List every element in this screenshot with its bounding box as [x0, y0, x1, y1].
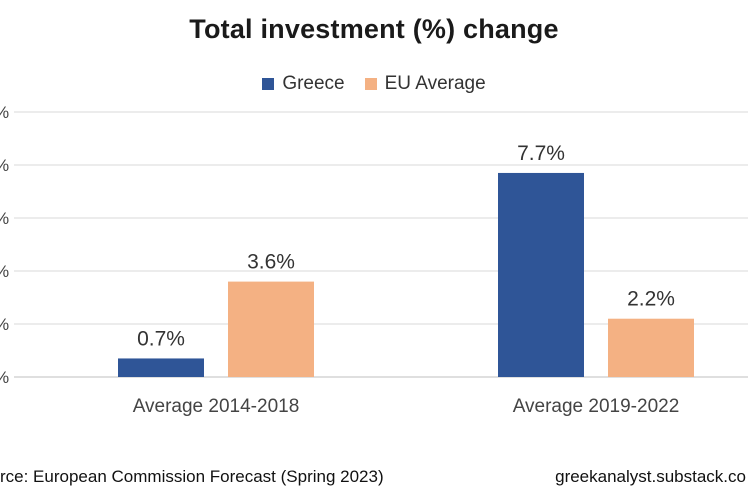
bar-eu-average-1 [228, 281, 314, 377]
bar-greece-2 [498, 172, 584, 377]
legend-item-eu-average: EU Average [364, 73, 486, 95]
chart-title: Total investment (%) change [189, 14, 559, 44]
legend-swatch-greece [262, 78, 275, 90]
chart-legend: Greece EU Average [0, 73, 748, 95]
source-note: rce: European Commission Forecast (Sprin… [0, 467, 384, 486]
y-tick-label: % [0, 315, 9, 334]
data-label-eu-average-2: 2.2% [627, 288, 675, 311]
legend-item-greece: Greece [262, 73, 345, 95]
y-tick-label: % [0, 209, 9, 228]
legend-label-greece: Greece [282, 73, 345, 94]
x-category-label: Average 2019-2022 [513, 396, 680, 417]
y-tick-label: % [0, 103, 9, 122]
data-label-eu-average-1: 3.6% [247, 251, 295, 274]
y-tick-label: % [0, 156, 9, 175]
legend-label-eu-average: EU Average [384, 73, 486, 94]
x-category-label: Average 2014-2018 [133, 396, 300, 417]
data-label-greece-2: 7.7% [517, 142, 565, 165]
legend-swatch-eu-average [364, 78, 377, 90]
bar-greece-1 [118, 358, 204, 377]
bar-eu-average-2 [608, 318, 694, 377]
y-tick-label: % [0, 368, 9, 387]
data-label-greece-1: 0.7% [137, 327, 185, 350]
credit-note: greekanalyst.substack.co [555, 467, 746, 486]
y-tick-label: % [0, 262, 9, 281]
